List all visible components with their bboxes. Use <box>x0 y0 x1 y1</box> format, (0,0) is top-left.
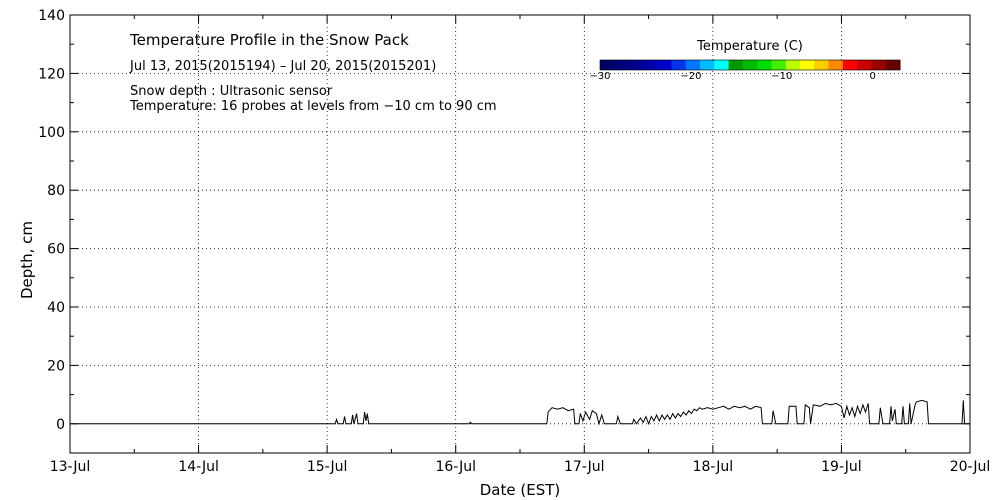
snow-depth-note: Snow depth : Ultrasonic sensor <box>130 84 333 99</box>
colorbar-cell <box>685 60 701 70</box>
snow-depth-line <box>70 399 970 426</box>
x-tick-label: 17-Jul <box>564 459 605 475</box>
colorbar-frame <box>599 59 901 71</box>
colorbar-cells <box>599 59 901 71</box>
colorbar-cell <box>800 60 815 70</box>
colorbar-cell <box>785 60 801 70</box>
colorbar-cell <box>857 60 872 70</box>
x-tick-label: 18-Jul <box>693 459 734 475</box>
date-range: Jul 13, 2015(2015194) – Jul 20, 2015(201… <box>129 59 436 74</box>
colorbar-cell <box>771 60 787 70</box>
y-tick-label: 40 <box>47 300 65 316</box>
colorbar-tick-label: −30 <box>589 71 610 82</box>
y-tick-label: 140 <box>38 8 65 24</box>
y-tick-label: 20 <box>47 358 65 374</box>
colorbar-cell <box>628 60 644 70</box>
colorbar-cell <box>814 60 830 70</box>
x-tick-label: 16-Jul <box>435 459 476 475</box>
temperature-colorbar: Temperature (C) −30 −20 −10 0 <box>589 39 901 82</box>
y-tick-label: 120 <box>38 66 65 82</box>
x-tick-label: 14-Jul <box>178 459 219 475</box>
grid-lines <box>70 15 970 453</box>
colorbar-cell <box>614 60 630 70</box>
colorbar-cell <box>728 60 744 70</box>
y-tick-label: 80 <box>47 183 65 199</box>
colorbar-cell <box>871 60 887 70</box>
colorbar-title: Temperature (C) <box>696 39 803 54</box>
y-tick-label: 0 <box>56 417 65 433</box>
colorbar-cell <box>885 60 901 70</box>
colorbar-tick-label: −10 <box>771 71 792 82</box>
chart-title: Temperature Profile in the Snow Pack <box>129 31 409 49</box>
x-axis: 13-Jul 14-Jul 15-Jul 16-Jul 17-Jul 18-Jul 19-J… <box>50 15 991 475</box>
y-tick-label: 100 <box>38 125 65 141</box>
colorbar-cell <box>600 60 615 70</box>
colorbar-ticks: −30 −20 −10 0 <box>589 71 875 82</box>
y-axis-label: Depth, cm <box>18 221 36 299</box>
x-tick-label: 20-Jul <box>950 459 991 475</box>
plot-frame <box>69 14 971 454</box>
colorbar-cell <box>714 60 730 70</box>
x-tick-label: 19-Jul <box>821 459 862 475</box>
colorbar-cell <box>757 60 772 70</box>
x-tick-label: 13-Jul <box>50 459 91 475</box>
colorbar-cell <box>657 60 672 70</box>
x-tick-label: 15-Jul <box>307 459 348 475</box>
y-tick-label: 60 <box>47 242 65 258</box>
y-axis: 0 20 40 60 80 100 120 140 <box>38 8 970 454</box>
colorbar-cell <box>700 60 715 70</box>
colorbar-cell <box>842 60 858 70</box>
colorbar-tick-label: −20 <box>680 71 701 82</box>
colorbar-cell <box>671 60 687 70</box>
colorbar-cell <box>742 60 758 70</box>
colorbar-cell <box>642 60 658 70</box>
temperature-note: Temperature: 16 probes at levels from −1… <box>129 99 497 114</box>
colorbar-tick-label: 0 <box>870 71 876 82</box>
colorbar-cell <box>828 60 844 70</box>
x-axis-label: Date (EST) <box>480 481 561 499</box>
